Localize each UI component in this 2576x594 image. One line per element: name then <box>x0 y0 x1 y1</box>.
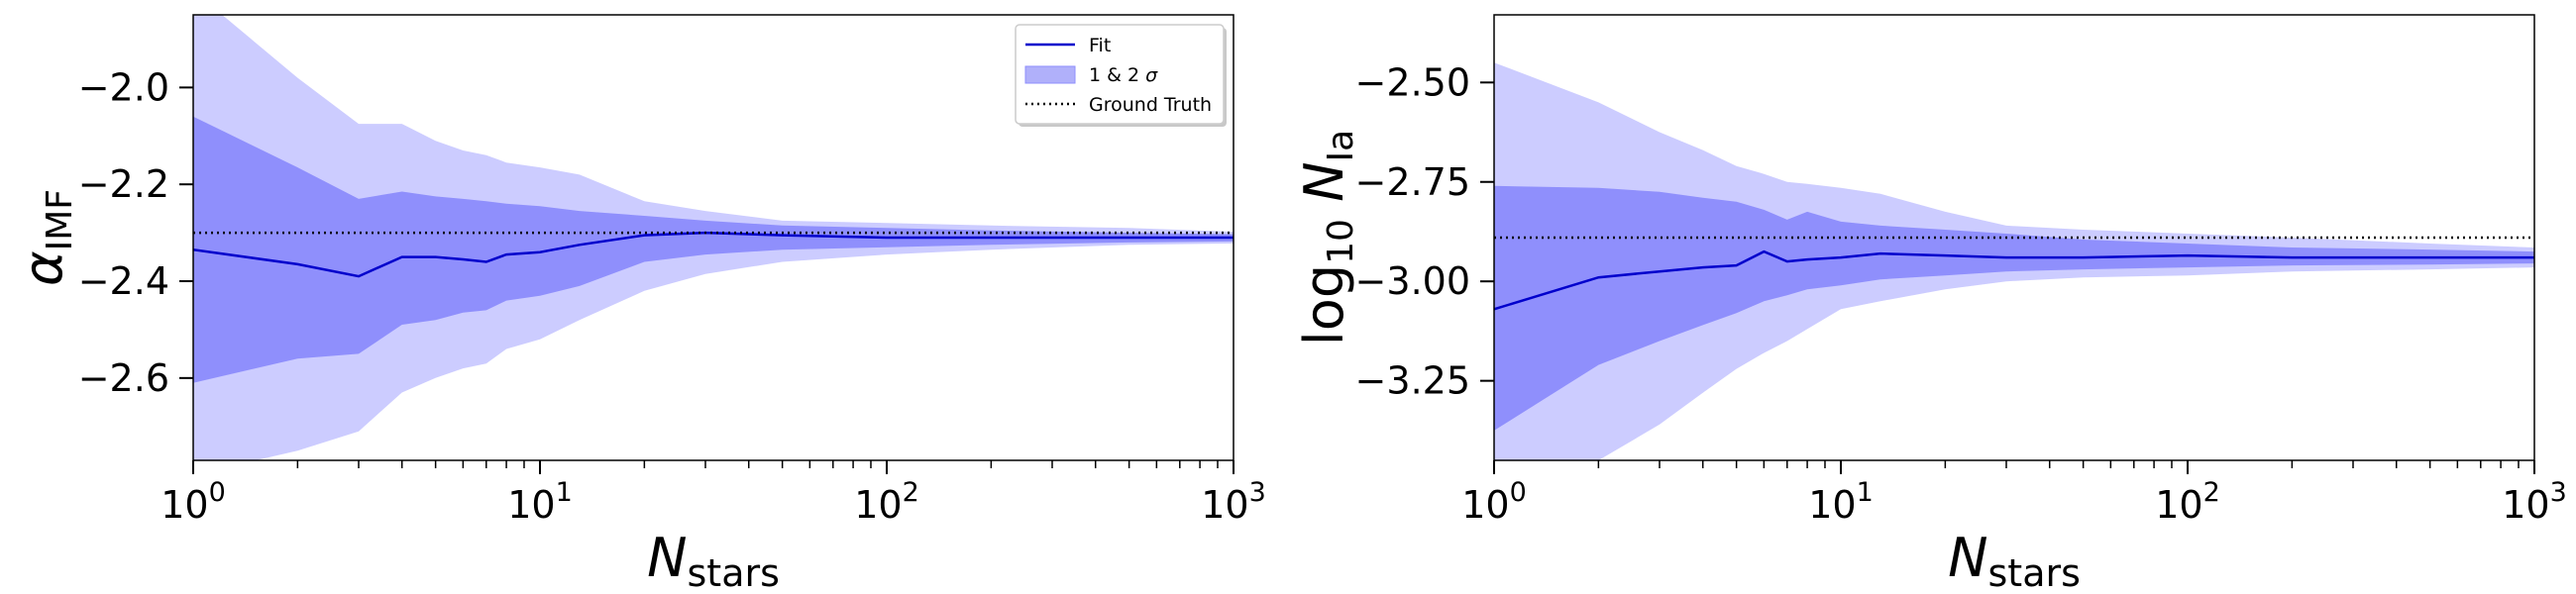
fit-line <box>193 231 1234 278</box>
y-tick-label: −2.4 <box>78 259 169 303</box>
x-tick-label: 102 <box>2155 477 2220 527</box>
legend-box <box>1015 24 1225 125</box>
fit-line <box>1494 249 2534 311</box>
log-nia-panel: 100 101 102 103 −2.50 −2.75 −3.00 −3.25 Nstars lo… <box>1293 14 2567 594</box>
x-tick-label: 102 <box>854 477 919 527</box>
alpha-imf-panel: 100 101 102 103 −2.0 −2.2 −2.4 −2.6 Nstars αIMF Fi… <box>12 14 1266 594</box>
legend-label-fit: Fit <box>1089 35 1111 56</box>
axes-frame <box>192 14 1234 461</box>
x-tick-label: 100 <box>161 477 226 527</box>
legend: Fit 1 & 2 σ Ground Truth <box>1015 24 1227 127</box>
y-axis-label: αIMF <box>12 189 80 286</box>
band-1-sigma <box>193 116 1234 383</box>
y-tick-label: −2.50 <box>1355 60 1470 104</box>
x-tick-label: 101 <box>507 477 573 527</box>
x-tick-label: 101 <box>1808 477 1874 527</box>
axes-frame <box>1493 14 2535 461</box>
legend-band-swatch <box>1024 65 1076 84</box>
y-tick-label: −3.00 <box>1355 259 1470 303</box>
legend-label-truth: Ground Truth <box>1089 94 1212 116</box>
y-tick-label: −2.0 <box>78 65 169 109</box>
y-axis-label: log10 NIa <box>1293 130 1361 346</box>
y-tick-label: −2.2 <box>78 162 169 206</box>
y-tick-label: −2.75 <box>1355 160 1470 204</box>
x-tick-label: 103 <box>1201 477 1266 527</box>
legend-label-band: 1 & 2 σ <box>1089 64 1158 86</box>
band-1-sigma <box>1494 185 2534 431</box>
y-tick-label: −3.25 <box>1355 359 1470 403</box>
x-axis-label: Nstars <box>647 527 780 594</box>
x-axis-label: Nstars <box>1948 527 2081 594</box>
plot-area <box>193 15 1234 460</box>
y-tick-label: −2.6 <box>78 356 169 400</box>
plot-area <box>1494 62 2534 460</box>
x-tick-label: 103 <box>2502 477 2567 527</box>
x-tick-label: 100 <box>1461 477 1527 527</box>
